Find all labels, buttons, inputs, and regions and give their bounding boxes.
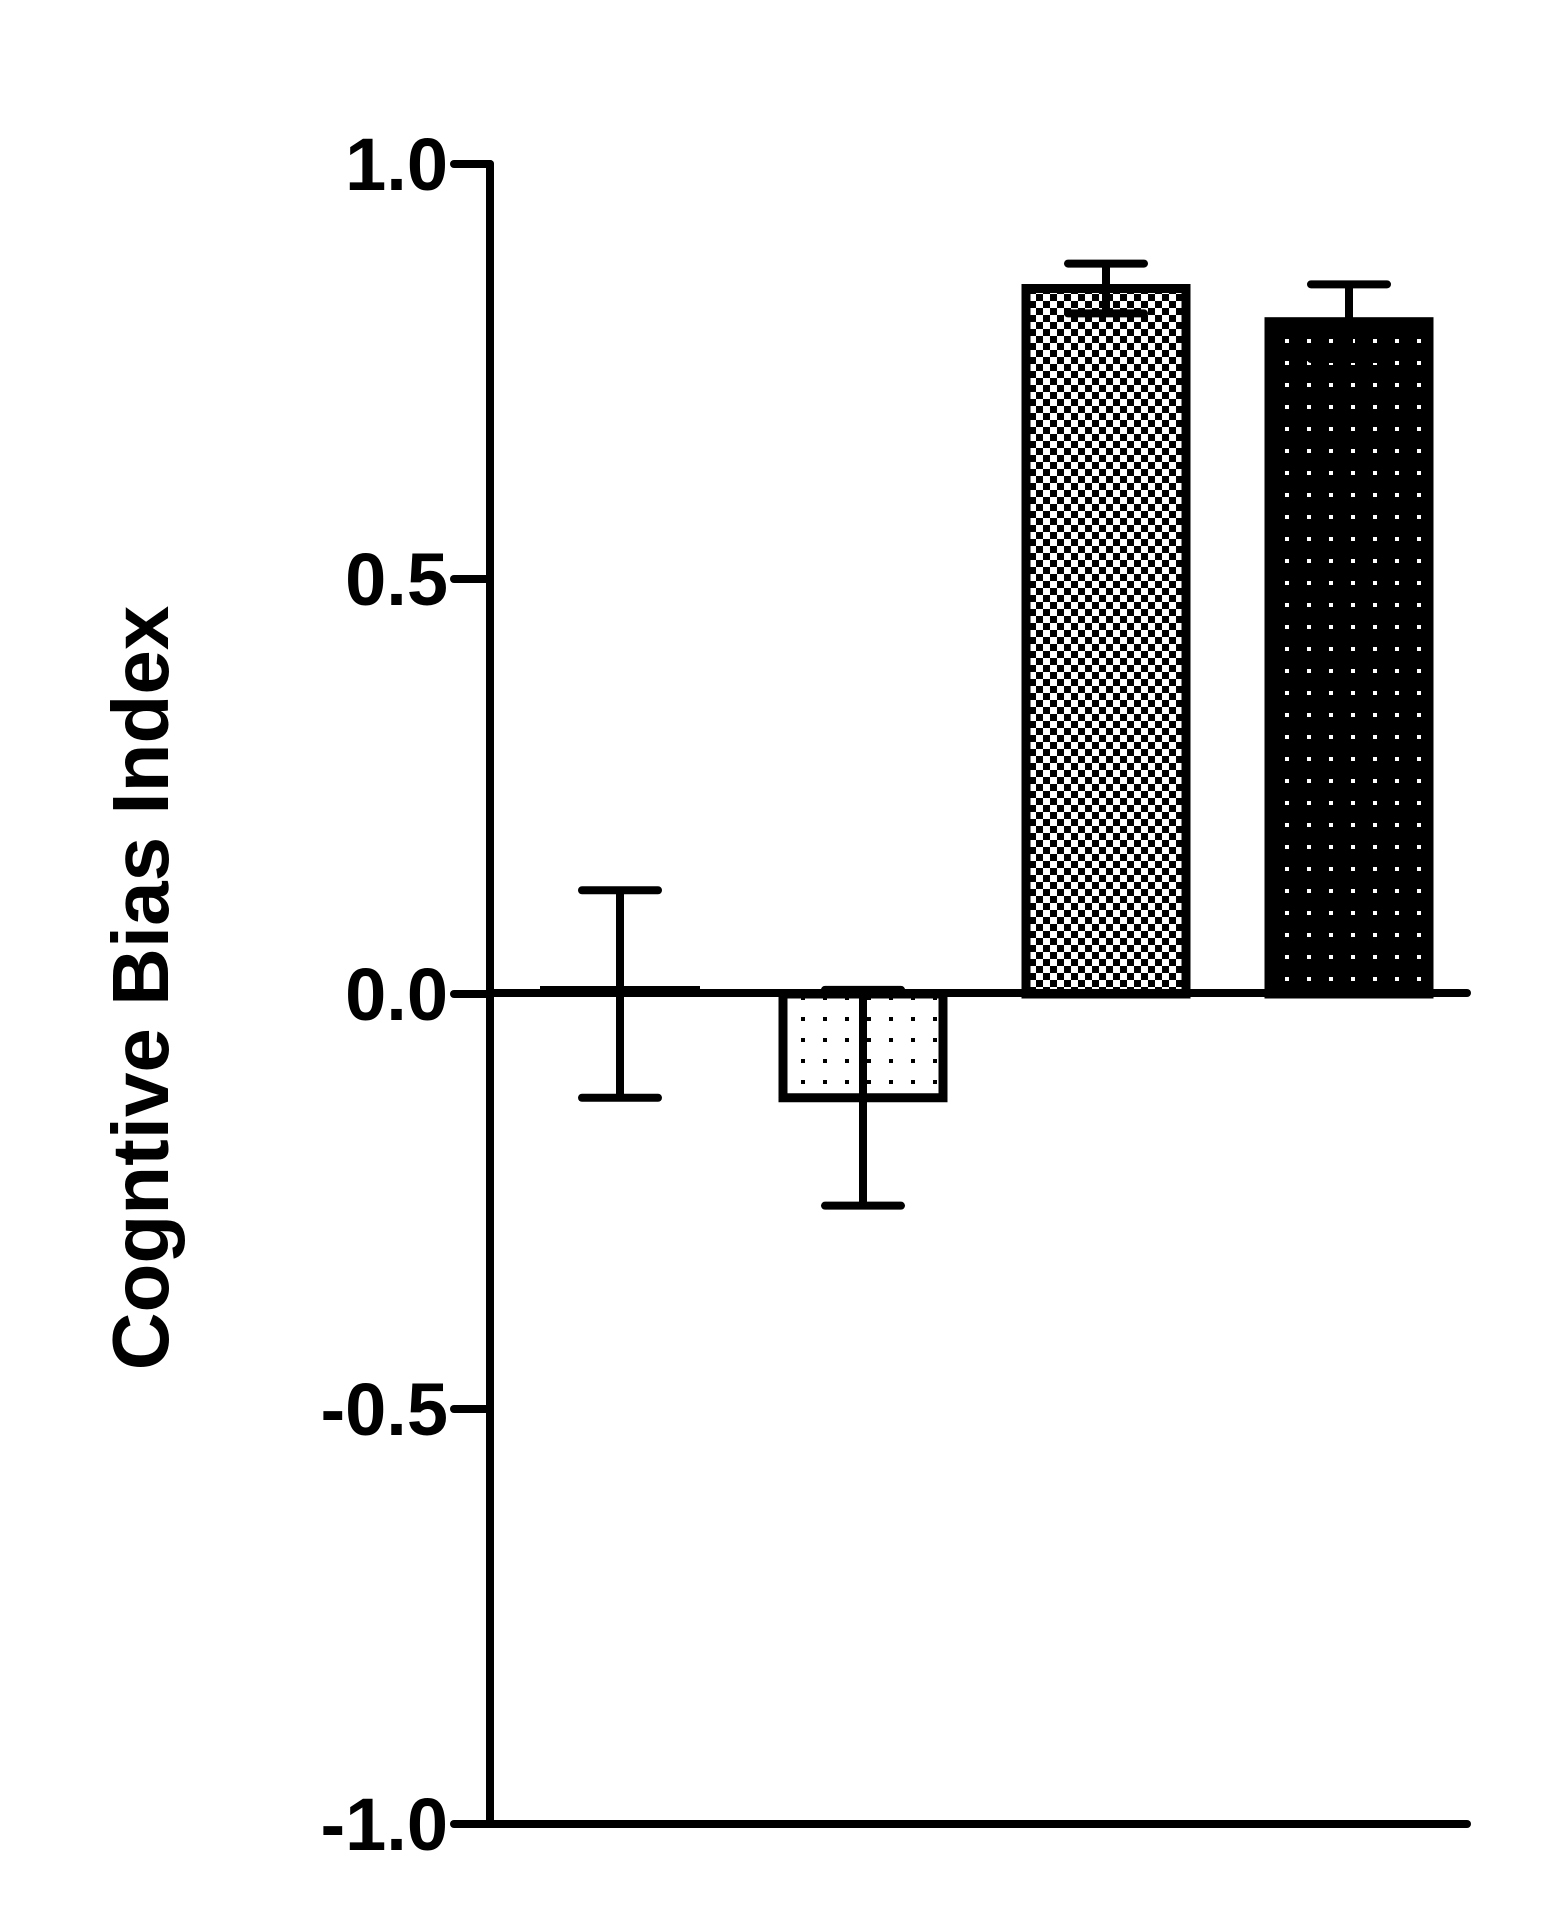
y-axis-ticks: 1.0 0.5 0.0 -0.5 -1.0 [320,123,494,1866]
y-tick-label: -0.5 [320,1368,448,1451]
y-tick-label: 0.5 [345,538,448,621]
y-tick-label: 1.0 [345,123,448,206]
y-axis-title: Cogntive Bias Index [96,606,185,1371]
bars [540,284,1434,1103]
error-bars [578,259,1391,1210]
y-tick-label: 0.0 [345,953,448,1036]
y-tick-label: -1.0 [320,1783,448,1866]
bar [1021,284,1191,999]
bar [1264,317,1434,999]
